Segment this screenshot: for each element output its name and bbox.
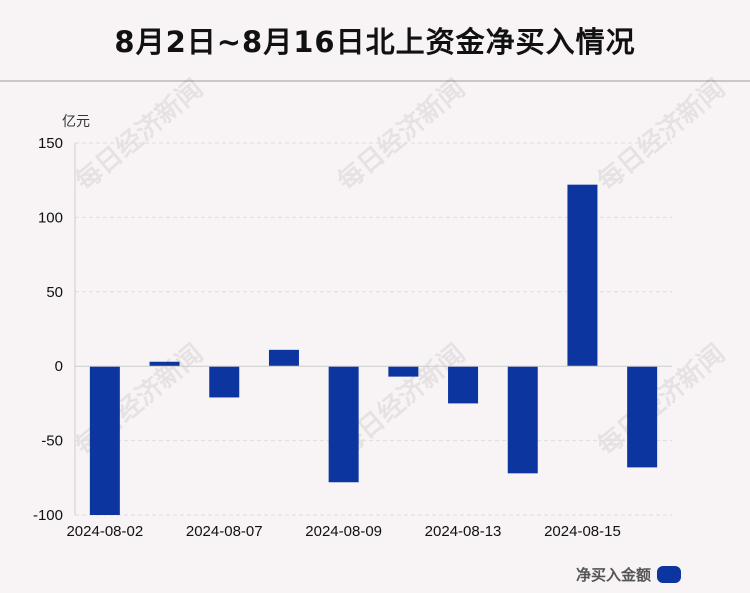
bar bbox=[448, 366, 479, 404]
y-tick-label: 0 bbox=[55, 358, 63, 375]
bar bbox=[268, 349, 299, 367]
bar bbox=[209, 366, 240, 398]
legend: 净买入金额 bbox=[576, 564, 682, 585]
x-tick-label: 2024-08-07 bbox=[186, 523, 263, 540]
y-tick-label: 50 bbox=[46, 284, 63, 301]
x-tick-label: 2024-08-09 bbox=[305, 523, 382, 540]
bar bbox=[567, 184, 598, 367]
bar bbox=[507, 366, 538, 474]
y-tick-label: -100 bbox=[33, 507, 63, 524]
y-tick-label: 100 bbox=[38, 209, 63, 226]
y-tick-label: -50 bbox=[41, 433, 63, 450]
bar bbox=[328, 366, 359, 483]
y-axis-unit: 亿元 bbox=[62, 114, 90, 130]
x-tick-label: 2024-08-13 bbox=[425, 523, 502, 540]
chart-title: 8月2日~8月16日北上资金净买入情况 bbox=[114, 25, 636, 59]
bar bbox=[149, 361, 180, 367]
bar bbox=[388, 366, 419, 377]
bar bbox=[627, 366, 658, 468]
title-divider bbox=[0, 80, 750, 82]
x-tick-label: 2024-08-02 bbox=[66, 523, 143, 540]
y-tick-label: 150 bbox=[38, 135, 63, 152]
legend-swatch bbox=[657, 566, 682, 583]
bar bbox=[89, 366, 120, 515]
legend-label: 净买入金额 bbox=[576, 566, 652, 584]
x-tick-label: 2024-08-15 bbox=[544, 523, 621, 540]
